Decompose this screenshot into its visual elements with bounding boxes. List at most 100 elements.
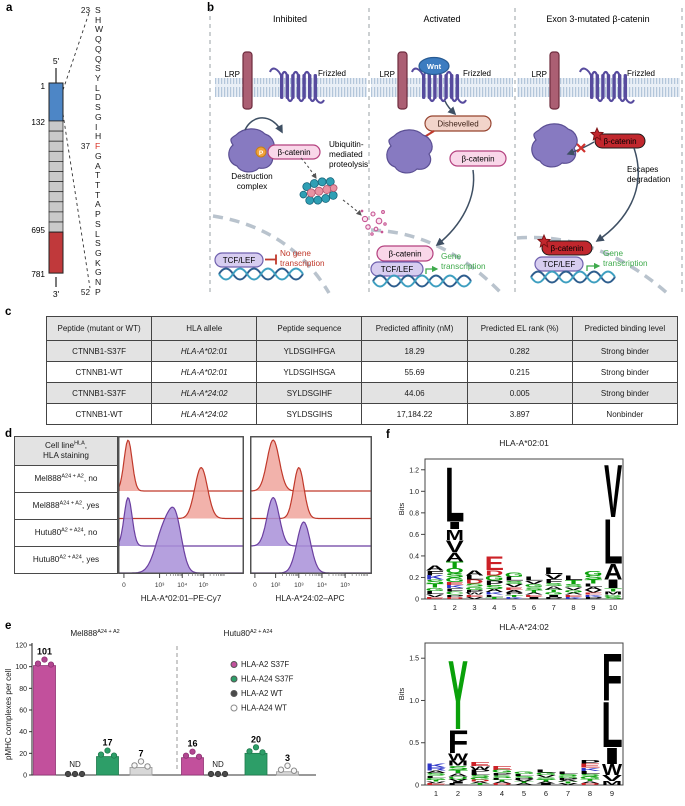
logo-letter: A: [544, 585, 563, 590]
logo-ylabel: Bits: [397, 688, 406, 701]
logo-letter: A: [564, 592, 583, 595]
logo-letter: D: [465, 579, 483, 585]
logo-letter: V: [584, 589, 602, 593]
table-cell: CTNNB1-S37F: [45, 382, 153, 404]
residue-letter: L: [95, 228, 100, 239]
logo-position-label: 7: [566, 789, 570, 798]
destruction-complex: [386, 129, 433, 174]
table-cell: YLDSGIHSGA: [256, 361, 363, 383]
sequence-residue: Q: [64, 53, 134, 63]
lrp-label: LRP: [531, 70, 547, 79]
residue-letter: P: [95, 286, 101, 297]
residue-letter: N: [95, 277, 102, 288]
logo-position-label: 1: [434, 789, 438, 798]
dna-helix: [530, 270, 616, 284]
residue-letter: K: [95, 257, 101, 268]
lrp-receptor: [242, 51, 253, 110]
residue-letter: A: [95, 160, 101, 171]
logo-letter: F: [448, 724, 469, 761]
logo-letter: L: [535, 768, 557, 773]
zoom-connector-bottom: [62, 113, 91, 289]
flow-header-cell: Cell lineHLA, HLA staining: [14, 436, 118, 466]
logo-letter: I: [449, 781, 468, 784]
logo-letter: A: [448, 772, 469, 777]
tcf-lef-label: TCF/LEF: [543, 260, 576, 269]
logo-letter: T: [580, 779, 600, 782]
histogram-curve: [250, 497, 371, 547]
replicate-dot: [252, 744, 260, 751]
logo-letter: S: [564, 583, 583, 588]
logo-letter: I: [525, 596, 542, 599]
beta-catenin-label: β-catenin: [461, 155, 494, 164]
replicate-dot: [290, 767, 298, 774]
logo-letter: A: [465, 569, 484, 577]
logo-title: HLA-A*02:01: [499, 438, 549, 448]
panel-b-label: b: [207, 2, 215, 14]
logo-letter: F: [544, 578, 563, 584]
nuclear-envelope: [212, 214, 669, 297]
logo-letter: F: [426, 569, 445, 577]
ubiquitin-label-3: proteolysis: [329, 160, 368, 169]
ubiquitin-label-2: mediated: [329, 150, 363, 159]
logo-letter: A: [536, 781, 557, 784]
logo-position-label: 2: [453, 603, 457, 612]
logo-letter: S: [470, 774, 491, 778]
replicate-dot: [110, 752, 118, 759]
logo-position-label: 4: [500, 789, 504, 798]
replicate-dot: [284, 762, 291, 769]
logo-letter: E: [469, 761, 491, 768]
replicate-dot: [207, 770, 215, 778]
logo-letter: I: [537, 783, 556, 786]
logo-letter: W: [448, 751, 468, 763]
replicate-dot: [71, 770, 79, 778]
logo-letter: G: [544, 591, 563, 595]
table-cell: Strong binder: [571, 340, 679, 362]
table-cell: SYLDSGIHF: [256, 382, 363, 404]
logo-letter: A: [505, 589, 524, 593]
logo-letter: T: [565, 579, 583, 585]
logo-letter: I: [545, 594, 562, 597]
legend-swatch: [230, 675, 238, 683]
group-title: Mel888A24 + A2: [70, 629, 119, 638]
residue-letter: D: [95, 92, 102, 103]
table-cell: SYLDSGIHS: [256, 403, 363, 425]
logo-plot-border: [424, 458, 624, 600]
nd-label: ND: [69, 760, 81, 769]
logo-letter: S: [525, 587, 544, 591]
table-cell: 0.005: [466, 382, 573, 404]
beta-catenin-label: β-catenin: [550, 244, 583, 253]
logo-letter: Q: [448, 776, 468, 780]
logo-letter: G: [465, 586, 484, 591]
phosphate-icon: [255, 146, 267, 158]
dishevelled-label: Dishevelled: [437, 120, 478, 129]
residue-number: 52: [80, 287, 90, 297]
logo-letter: E: [579, 763, 601, 769]
logo-letter: G: [557, 776, 578, 779]
logo-letter: E: [504, 587, 524, 591]
logo-position-label: 9: [591, 603, 595, 612]
logo-letter: S: [426, 773, 447, 777]
logo-letter: A: [470, 781, 491, 784]
bar-value-label: 101: [37, 647, 52, 657]
logo-letter: M: [604, 591, 622, 596]
frizzled-dishevelled-arrow: [444, 100, 457, 116]
logo-letter: P: [514, 778, 535, 781]
table-header-cell: Peptide (mutant or WT): [45, 316, 153, 341]
logo-letter: L: [447, 783, 468, 786]
y-axis-tick-label: 60: [19, 708, 27, 715]
logo-letter: D: [492, 783, 512, 786]
lrp-receptor: [549, 51, 560, 110]
bar-value-label: 17: [102, 738, 112, 748]
beta-catenin-pill: [267, 144, 321, 160]
replicate-dot: [195, 753, 203, 760]
coord-132: 132: [31, 118, 45, 127]
logo-letter: W: [602, 761, 623, 778]
logo-letter: G: [584, 569, 603, 577]
flow-row-label: Hutu80A2 + A24, no: [14, 519, 118, 547]
prediction-table-wrap: Peptide (mutant or WT) HLA allele Peptide …: [45, 316, 679, 425]
degradation-arrow-2: [342, 199, 362, 216]
flow-panel-a2402: 0 10² 10³ 10⁴ 10⁵: [250, 436, 372, 597]
logo-letter: P: [465, 589, 484, 593]
residue-letter: I: [95, 121, 98, 132]
nuclear-translocation-arrow: [435, 169, 475, 247]
